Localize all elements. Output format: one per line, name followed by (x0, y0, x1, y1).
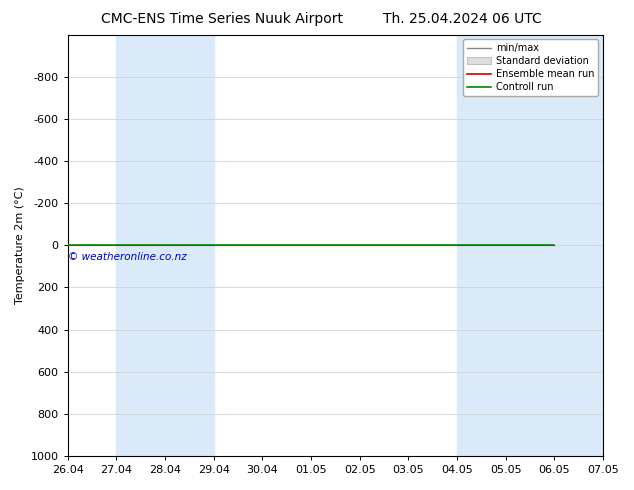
Bar (555, 35, 603, 456)
Y-axis label: Temperature 2m (°C): Temperature 2m (°C) (15, 186, 25, 304)
Legend: min/max, Standard deviation, Ensemble mean run, Controll run: min/max, Standard deviation, Ensemble me… (463, 40, 598, 96)
Text: © weatheronline.co.nz: © weatheronline.co.nz (68, 251, 186, 262)
Text: Th. 25.04.2024 06 UTC: Th. 25.04.2024 06 UTC (384, 12, 542, 26)
Bar (116, 35, 214, 456)
Text: CMC-ENS Time Series Nuuk Airport: CMC-ENS Time Series Nuuk Airport (101, 12, 343, 26)
Bar (457, 35, 555, 456)
